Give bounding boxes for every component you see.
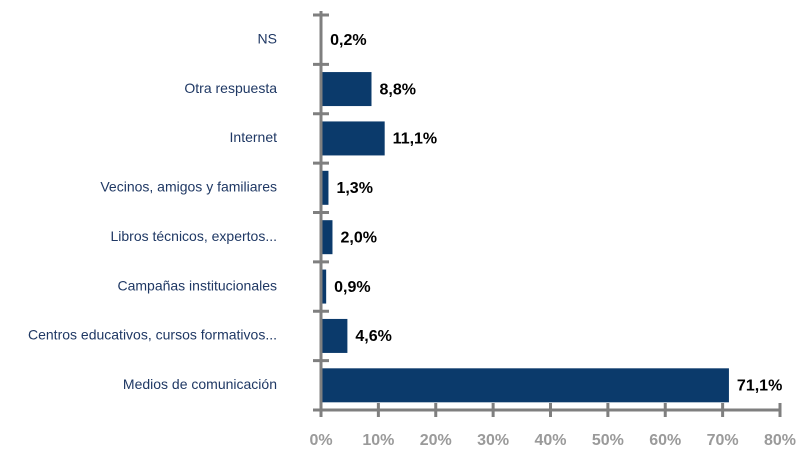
bar (321, 269, 327, 304)
bar (321, 170, 329, 205)
category-label: Internet (230, 129, 278, 145)
bar (321, 121, 385, 156)
bar (321, 318, 348, 353)
x-tick-label: 60% (649, 432, 681, 449)
bar (321, 220, 333, 255)
category-label: Otra respuesta (184, 80, 277, 96)
value-label: 11,1% (393, 131, 437, 148)
x-tick-label: 70% (707, 432, 739, 449)
value-label: 71,1% (737, 378, 782, 395)
category-label: Campañas institucionales (117, 277, 277, 293)
category-label: Vecinos, amigos y familiares (100, 179, 277, 195)
x-tick-label: 20% (420, 432, 452, 449)
x-tick-label: 80% (764, 432, 796, 449)
x-tick-label: 30% (477, 432, 509, 449)
value-label: 0,9% (334, 279, 370, 296)
bar (321, 368, 729, 403)
value-label: 4,6% (355, 328, 391, 345)
category-label: Centros educativos, cursos formativos... (28, 327, 277, 343)
value-label: 1,3% (336, 180, 372, 197)
x-tick-label: 10% (362, 432, 394, 449)
value-label: 0,2% (330, 32, 366, 49)
bar (321, 72, 372, 107)
value-label: 8,8% (379, 81, 415, 98)
x-tick-label: 0% (309, 432, 332, 449)
value-label: 2,0% (340, 229, 376, 246)
category-label: NS (258, 30, 277, 46)
x-tick-label: 40% (534, 432, 566, 449)
category-label: Libros técnicos, expertos... (110, 228, 277, 244)
x-tick-label: 50% (592, 432, 624, 449)
category-label: Medios de comunicación (123, 376, 277, 392)
